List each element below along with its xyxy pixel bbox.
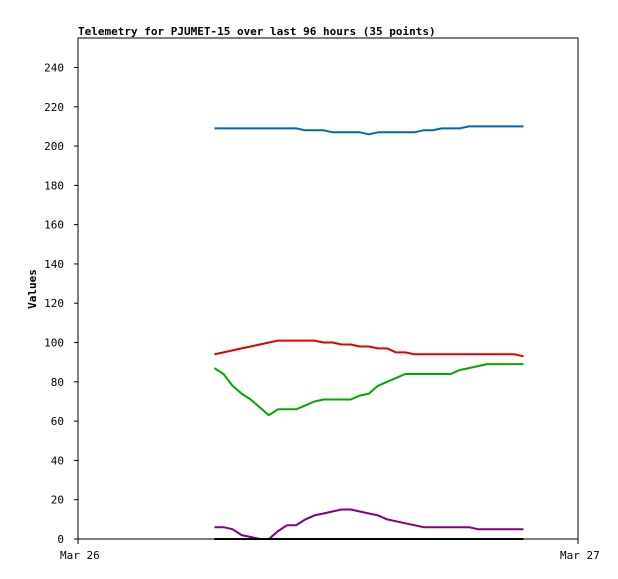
y-tick-label: 180 <box>44 179 64 192</box>
series-line-4 <box>214 508 524 540</box>
x-tick-label: Mar 27 <box>560 549 600 562</box>
y-tick-label: 160 <box>44 219 64 232</box>
series-lines <box>213 125 524 540</box>
x-axis-ticks: Mar 26 Mar 27 <box>60 539 600 562</box>
plot-frame <box>77 37 579 540</box>
series-line-3 <box>213 363 524 417</box>
y-tick-label: 0 <box>57 533 64 546</box>
x-tick-label: Mar 26 <box>60 549 100 562</box>
y-tick-label: 240 <box>44 61 64 74</box>
y-axis-label: Values <box>26 269 39 309</box>
series-line-2 <box>214 339 524 358</box>
y-tick-label: 60 <box>51 415 64 428</box>
y-tick-label: 40 <box>51 454 64 467</box>
y-tick-label: 20 <box>51 494 64 507</box>
y-axis-ticks: 0 20 40 60 80 100 120 140 160 180 200 220 240 <box>44 61 78 546</box>
y-tick-label: 80 <box>51 376 64 389</box>
y-tick-label: 220 <box>44 101 64 114</box>
chart-title: Telemetry for PJUMET-15 over last 96 hou… <box>78 25 436 38</box>
y-tick-label: 100 <box>44 337 64 350</box>
series-line-1 <box>214 125 524 136</box>
y-tick-label: 120 <box>44 297 64 310</box>
y-tick-label: 200 <box>44 140 64 153</box>
y-tick-label: 140 <box>44 258 64 271</box>
